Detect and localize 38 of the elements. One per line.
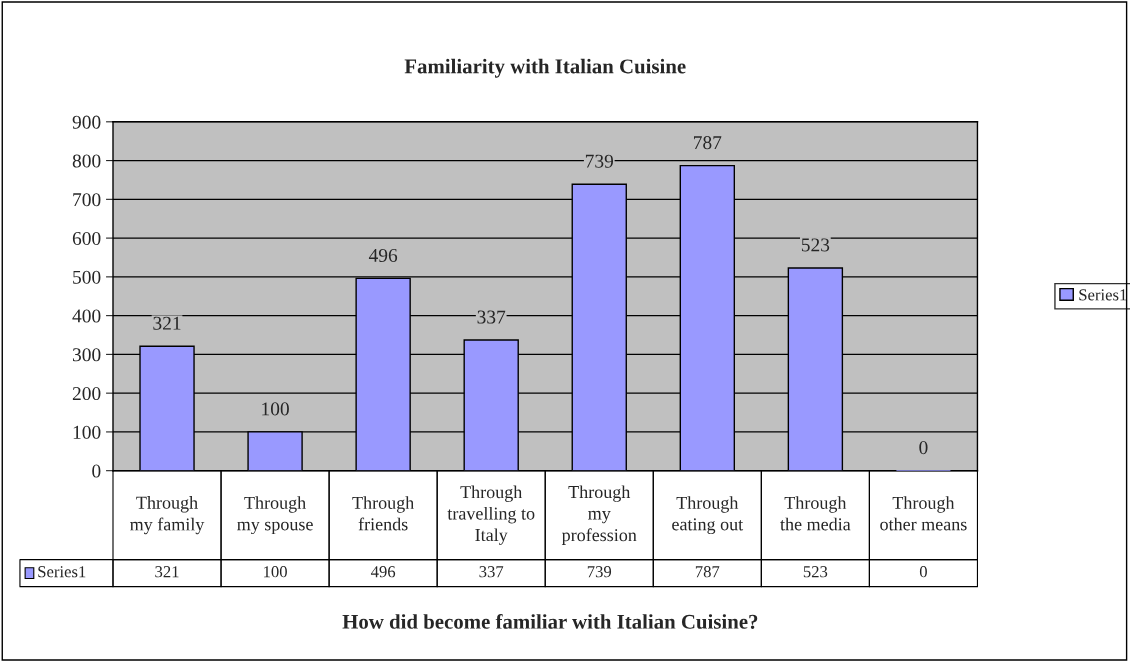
x-tick-label: Through my spouse xyxy=(237,496,313,535)
x-tick-label: Through friends xyxy=(352,496,414,531)
y-tick-label: 100 xyxy=(73,425,101,439)
y-tick-label: 200 xyxy=(72,386,101,401)
data-label: 337 xyxy=(477,310,506,324)
text: 739 xyxy=(587,566,612,578)
data-label: 787 xyxy=(694,136,722,150)
y-tick-label: 900 xyxy=(72,115,101,129)
x-axis-title: How did become familiar with Italian Cuisine? xyxy=(342,613,758,629)
legend-label: Series1 xyxy=(1079,289,1127,301)
text: 321 xyxy=(155,566,179,578)
text: 100 xyxy=(264,566,287,578)
x-tick-label: Through my family xyxy=(130,496,205,535)
x-tick-label: Through the media xyxy=(780,496,851,531)
y-tick-label: 0 xyxy=(92,464,101,478)
text: 0 xyxy=(919,566,927,578)
data-label: 523 xyxy=(801,238,830,252)
text: 523 xyxy=(803,566,828,578)
y-tick-label: 700 xyxy=(73,193,101,207)
data-label: 739 xyxy=(585,154,614,168)
y-tick-label: 400 xyxy=(72,309,101,323)
text: Series1 xyxy=(38,566,86,578)
data-label: 321 xyxy=(153,316,181,330)
data-label: 0 xyxy=(919,441,928,455)
text: 496 xyxy=(370,566,396,578)
data-label: 496 xyxy=(368,248,398,262)
text: 787 xyxy=(695,566,720,578)
x-tick-label: Through eating out xyxy=(672,496,744,535)
chart-title: Familiarity with Italian Cuisine xyxy=(404,58,686,78)
data-label: 100 xyxy=(262,402,289,416)
x-tick-label: Through my profession xyxy=(561,485,637,545)
y-tick-label: 300 xyxy=(72,348,101,362)
x-tick-label: Through travelling to Italy xyxy=(447,485,535,545)
y-tick-label: 800 xyxy=(72,154,101,168)
y-tick-label: 600 xyxy=(72,231,101,246)
x-tick-label: Through other means xyxy=(880,496,967,531)
y-tick-label: 500 xyxy=(73,270,101,284)
text: 337 xyxy=(479,566,504,578)
